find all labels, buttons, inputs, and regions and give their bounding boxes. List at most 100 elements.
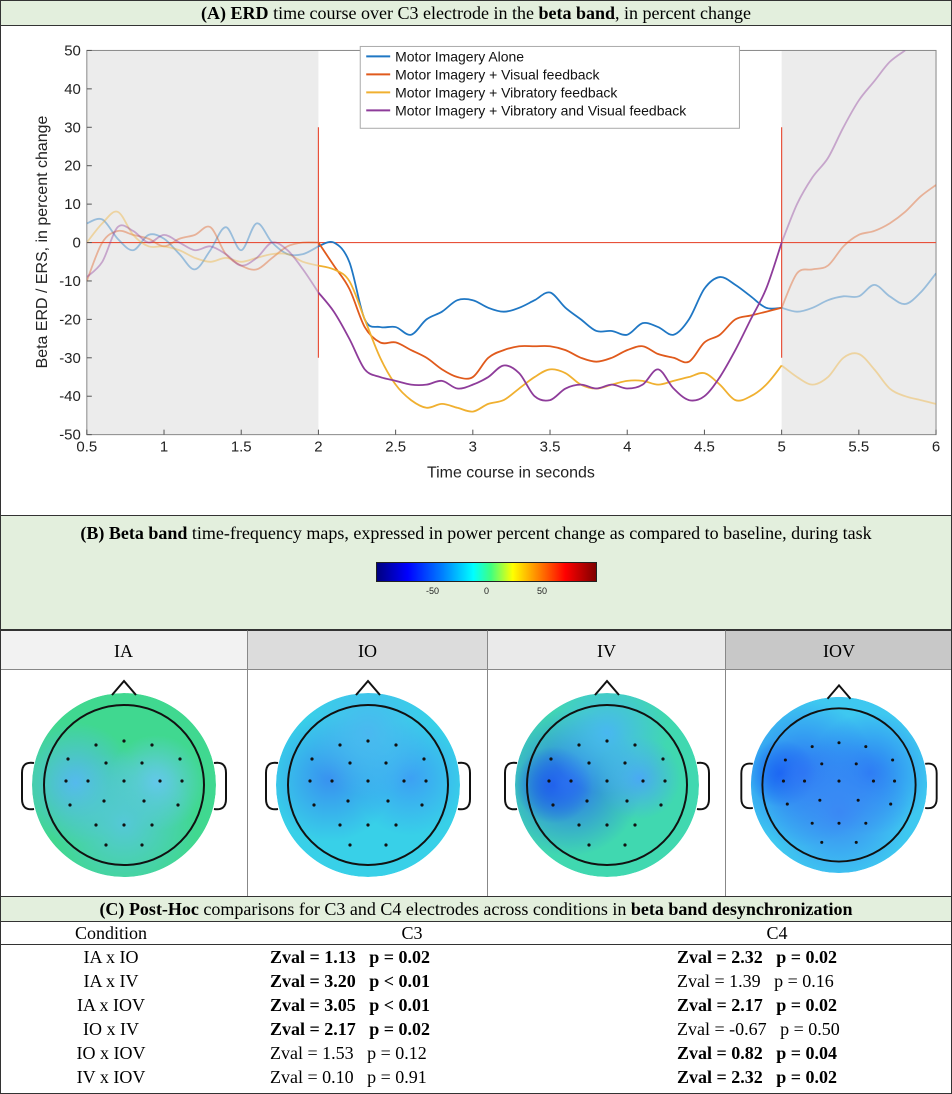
electrode-dot <box>345 799 350 803</box>
c4-cell: Zval = 0.82 p = 0.04 <box>677 1042 838 1063</box>
c4-cell: Zval = 2.32 p = 0.02 <box>677 1066 838 1087</box>
electrode-dot <box>385 799 390 803</box>
panel-b-title-prefix: (B) <box>80 523 109 543</box>
series-line-4 <box>317 242 783 402</box>
nose-outline <box>110 679 137 696</box>
electrode-dot <box>856 798 860 802</box>
electrode-dot <box>311 803 316 807</box>
header-c3: C3 <box>222 922 602 945</box>
x-tick-label: 5 <box>777 439 785 456</box>
electrode-dot <box>891 758 895 762</box>
electrode-dot <box>802 779 807 783</box>
electrode-dot <box>383 843 388 847</box>
head-outline <box>525 704 688 866</box>
electrode-dot <box>85 779 90 783</box>
topomap-ia <box>20 679 227 877</box>
electrode-dot <box>103 843 108 847</box>
condition-cell: IO x IV <box>83 1018 139 1039</box>
legend-label: Motor Imagery + Vibratory feedback <box>395 84 617 100</box>
electrode-dot <box>783 758 787 762</box>
electrode-dot <box>337 743 342 747</box>
series-line-3 <box>86 210 319 267</box>
electrode-dot <box>365 739 370 743</box>
condition-label-iv: IV <box>488 630 726 670</box>
electrode-dot <box>624 799 629 803</box>
series-line-4 <box>86 224 320 294</box>
c4-cell: Zval = 2.32 p = 0.02 <box>677 946 838 967</box>
table-row: IO x IOV Zval = 1.53 p = 0.12 Zval = 0.82 … <box>0 1041 952 1065</box>
electrode-dot <box>586 843 591 847</box>
c3-cell: Zval = 1.13 p = 0.02 <box>270 946 431 967</box>
x-tick-label: 5.5 <box>848 439 869 456</box>
electrode-dot <box>329 779 334 783</box>
ear-right-outline <box>925 762 938 810</box>
y-tick-label: 20 <box>64 158 81 175</box>
c4-cell: Zval = 1.39 p = 0.16 <box>677 970 834 991</box>
electrode-dot <box>871 779 876 783</box>
series-lines <box>86 50 937 413</box>
topomap-iov <box>740 683 938 874</box>
electrode-dot <box>622 843 627 847</box>
electrode-dot <box>423 779 428 783</box>
condition-header-row: IA IO IV IOV <box>0 630 952 670</box>
nose-outline <box>826 683 852 700</box>
x-tick-label: 3 <box>469 439 477 456</box>
posthoc-table: Condition C3 C4 IA x IO Zval = 1.13 p = 0… <box>0 922 952 1089</box>
electrode-dot <box>337 823 342 827</box>
electrode-dot <box>810 745 814 749</box>
panel-a-title-bold: ERD <box>230 3 269 23</box>
panel-a-title-suffix: , in percent change <box>615 3 751 23</box>
c3-cell: Zval = 1.53 p = 0.12 <box>270 1042 427 1063</box>
electrode-dot <box>65 757 70 761</box>
electrode-dot <box>604 823 609 827</box>
y-axis-label: Beta ERD / ERS, in percent change <box>34 116 51 369</box>
electrode-dot <box>818 798 822 802</box>
table-header-row: Condition C3 C4 <box>0 922 952 945</box>
series-line-1 <box>86 217 319 271</box>
electrode-dot <box>820 762 824 766</box>
series-line-2 <box>780 184 937 309</box>
panel-c-title-mid: comparisons for C3 and C4 electrodes acr… <box>198 899 631 919</box>
y-tick-label: 40 <box>64 81 81 98</box>
table-row: IA x IO Zval = 1.13 p = 0.02 Zval = 2.32 p… <box>0 945 952 970</box>
y-tick-label: -10 <box>59 273 81 290</box>
y-tick-label: -20 <box>59 311 81 328</box>
electrode-dot <box>139 843 144 847</box>
condition-cell: IA x IOV <box>77 994 145 1015</box>
electrode-dot <box>307 779 312 783</box>
electrode-dot <box>640 779 645 783</box>
electrode-dot <box>622 761 627 765</box>
panel-a-title-mid: time course over C3 electrode in the <box>268 3 539 23</box>
electrode-dot <box>781 779 785 783</box>
ear-left-outline <box>503 761 517 811</box>
electrode-dot <box>576 743 581 747</box>
electrode-dot <box>121 823 126 827</box>
topomap-cell <box>248 670 488 896</box>
topomap-fill <box>514 693 699 877</box>
electrode-dot <box>604 779 609 783</box>
x-tick-label: 0.5 <box>76 439 97 456</box>
series-line-4 <box>780 50 906 243</box>
electrode-dot <box>660 757 665 761</box>
condition-label-io: IO <box>248 630 488 670</box>
electrode-dot <box>576 823 581 827</box>
series-line-3 <box>781 352 937 405</box>
condition-cell: IA x IV <box>83 970 139 991</box>
head-outline <box>761 707 917 863</box>
electrode-dot <box>662 779 667 783</box>
electrode-dot <box>785 802 789 806</box>
ear-right-outline <box>213 761 227 811</box>
electrode-dot <box>121 779 126 783</box>
legend-box <box>359 45 740 129</box>
table-row: IV x IOV Zval = 0.10 p = 0.91 Zval = 2.32 … <box>0 1065 952 1089</box>
electrode-dot <box>854 762 858 766</box>
header-condition: Condition <box>0 922 222 945</box>
head-outline <box>42 704 205 866</box>
ear-right-outline <box>696 761 710 811</box>
y-tick-label: -50 <box>59 427 81 444</box>
electrode-dot <box>365 823 370 827</box>
electrode-dot <box>837 821 841 825</box>
electrode-dot <box>93 743 98 747</box>
electrode-dot <box>810 821 814 825</box>
panel-a-title-prefix: (A) <box>201 3 231 23</box>
